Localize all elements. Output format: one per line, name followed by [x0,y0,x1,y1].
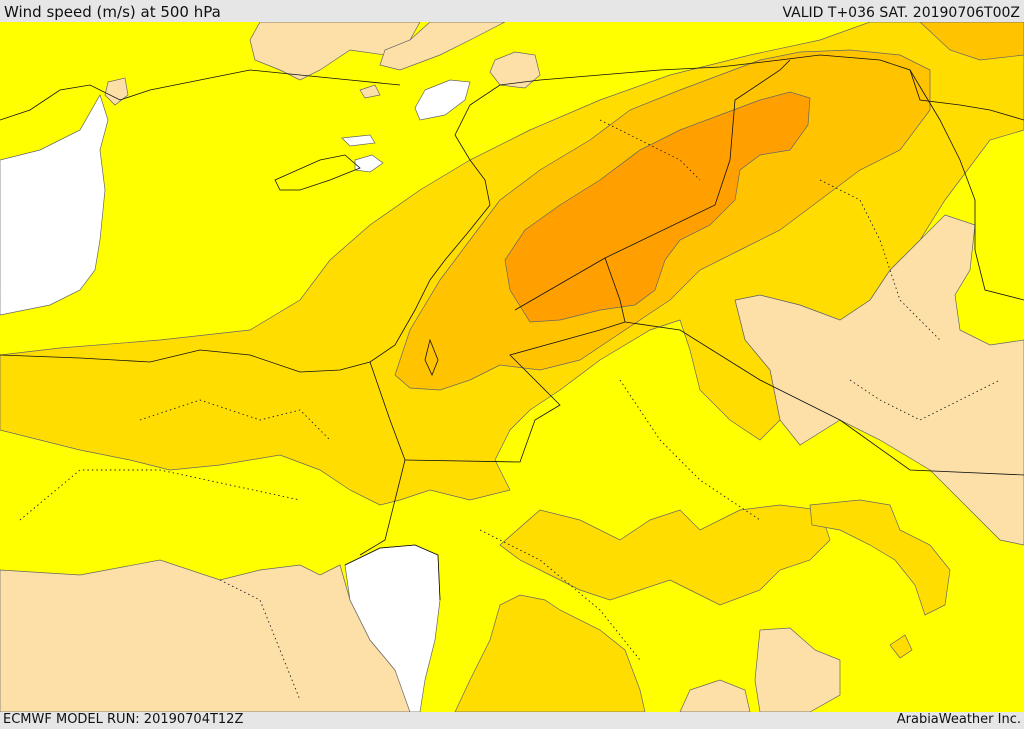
credit-label: ArabiaWeather Inc. [896,712,1021,727]
map-footer: ECMWF MODEL RUN: 20190704T12Z ArabiaWeat… [0,712,1024,729]
valid-time: VALID T+036 SAT. 20190706T00Z [782,5,1020,21]
map-header: Wind speed (m/s) at 500 hPa VALID T+036 … [0,0,1024,22]
white-zones [0,79,471,712]
dotted-boundaries [19,119,1001,701]
borders [0,54,1024,601]
wind-speed-map [0,22,1024,712]
model-run: ECMWF MODEL RUN: 20190704T12Z [3,712,244,727]
map-title: Wind speed (m/s) at 500 hPa [4,3,221,21]
orange-zones [504,91,811,323]
